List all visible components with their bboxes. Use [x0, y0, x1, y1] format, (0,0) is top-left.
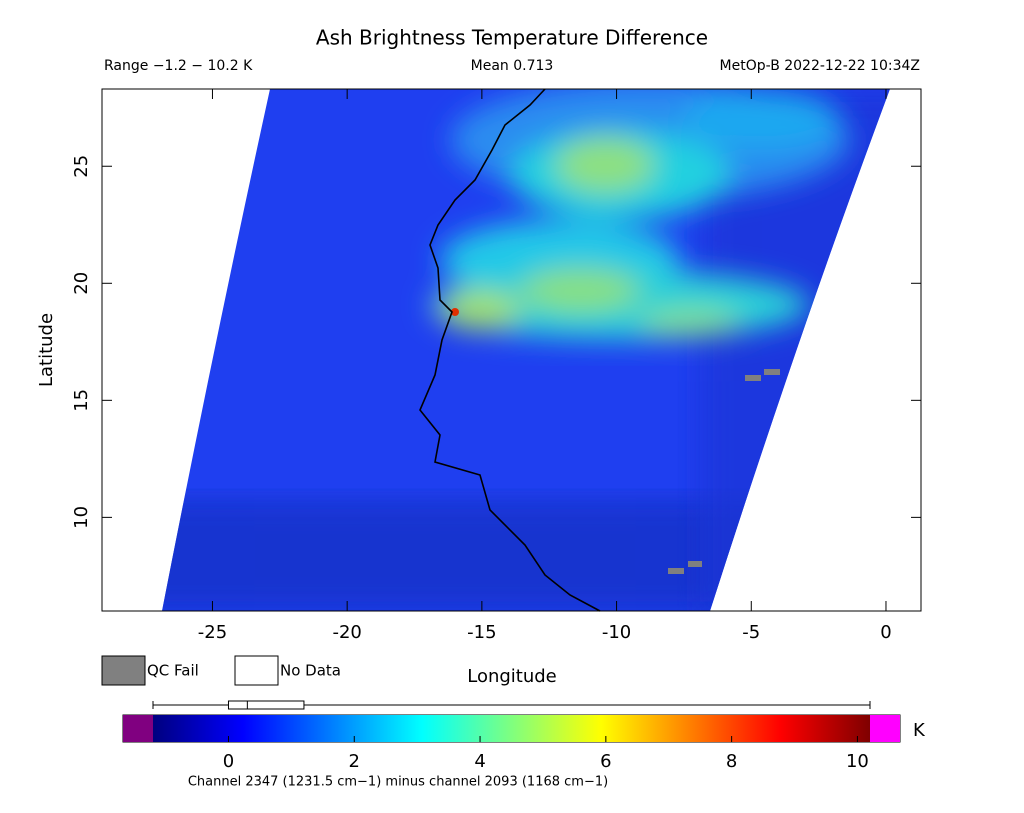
legend-label: QC Fail [147, 662, 199, 680]
legend-label: No Data [280, 662, 341, 680]
box [227, 700, 305, 710]
colorbar-unit: K [913, 720, 926, 741]
x-tick-label: -10 [602, 622, 631, 643]
source-text: MetOp-B 2022-12-22 10:34Z [720, 58, 920, 74]
legend: QC Fail No Data [101, 655, 341, 686]
y-tick-label: 20 [71, 272, 92, 295]
range-text: Range −1.2 − 10.2 K [104, 58, 253, 74]
caption: Channel 2347 (1231.5 cm−1) minus channel… [188, 775, 608, 790]
x-tick-label: -25 [198, 622, 227, 643]
colorbar-tick-label: 4 [474, 751, 485, 772]
x-tick-label: -20 [332, 622, 361, 643]
y-tick-label: 25 [71, 155, 92, 178]
colorbar-tick-label: 8 [726, 751, 737, 772]
x-tick-label: -15 [467, 622, 496, 643]
colorbar-tick-label: 6 [600, 751, 611, 772]
colorbar-tick-label: 0 [223, 751, 234, 772]
colorbar [153, 715, 870, 742]
y-tick-label: 15 [71, 389, 92, 412]
y-axis-label: Latitude [36, 313, 57, 387]
legend-swatch [234, 655, 279, 686]
title: Ash Brightness Temperature Difference [316, 26, 708, 50]
colorbar-under [123, 715, 153, 742]
x-axis-label: Longitude [467, 666, 557, 687]
x-tick-label: -5 [742, 622, 760, 643]
colorbar-tick-label: 2 [349, 751, 360, 772]
legend-swatch [101, 655, 146, 686]
coastline [419, 88, 601, 612]
y-tick-label: 10 [71, 506, 92, 529]
colorbar-over [870, 715, 900, 742]
x-tick-label: 0 [880, 622, 891, 643]
colorbar-tick-label: 10 [846, 751, 869, 772]
plot-frame [101, 88, 922, 612]
mean-text: Mean 0.713 [471, 58, 554, 74]
